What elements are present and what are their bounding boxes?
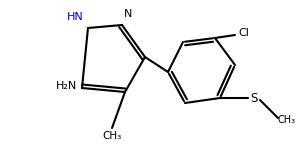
Text: HN: HN [67, 12, 84, 22]
Text: N: N [124, 9, 132, 19]
Text: Cl: Cl [238, 28, 249, 38]
Text: S: S [250, 91, 257, 105]
Text: CH₃: CH₃ [102, 131, 122, 141]
Text: H₂N: H₂N [56, 81, 77, 91]
Text: CH₃: CH₃ [278, 115, 296, 125]
